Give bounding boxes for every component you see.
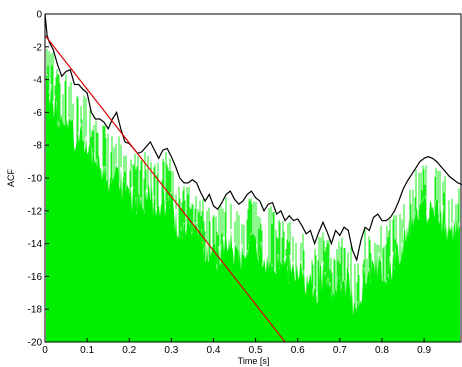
x-tick-label: 0.2 — [122, 345, 136, 356]
acf-fill-area — [46, 74, 460, 342]
x-tick-label: 0.1 — [80, 345, 94, 356]
acf-fill-spikes — [46, 49, 460, 315]
plot-area — [44, 13, 462, 343]
acf-fill-series — [46, 49, 460, 342]
y-tick-label: -4 — [33, 75, 42, 86]
y-tick-label: 0 — [36, 10, 42, 21]
x-tick-label: 0.6 — [291, 345, 305, 356]
x-tick-label: 0.7 — [333, 345, 347, 356]
y-tick-label: -12 — [28, 206, 43, 217]
x-tick-label: 0 — [42, 345, 48, 356]
y-tick-label: -14 — [28, 239, 43, 250]
x-tick-label: 0.5 — [249, 345, 263, 356]
linear-fit-line — [44, 34, 286, 343]
y-axis-label: ACF — [6, 168, 16, 187]
y-tick-label: -6 — [33, 108, 42, 119]
y-tick-label: -2 — [33, 42, 42, 53]
x-tick-label: 0.8 — [375, 345, 389, 356]
y-tick-label: -8 — [33, 141, 42, 152]
x-axis-ticks: 0 0.1 0.2 0.3 0.4 0.5 0.6 0.7 0.8 0.9 — [42, 338, 431, 356]
y-tick-label: -10 — [28, 174, 43, 185]
y-tick-label: -20 — [28, 338, 43, 349]
x-tick-label: 0.9 — [417, 345, 431, 356]
x-tick-label: 0.3 — [164, 345, 178, 356]
x-tick-label: 0.4 — [207, 345, 221, 356]
y-tick-label: -16 — [28, 272, 43, 283]
y-tick-label: -18 — [28, 305, 43, 316]
y-axis-ticks: 0 -2 -4 -6 -8 -10 -12 -14 -16 -18 -20 — [28, 10, 49, 349]
x-axis-label: Time [s] — [238, 356, 270, 366]
envelope-line — [44, 13, 462, 262]
